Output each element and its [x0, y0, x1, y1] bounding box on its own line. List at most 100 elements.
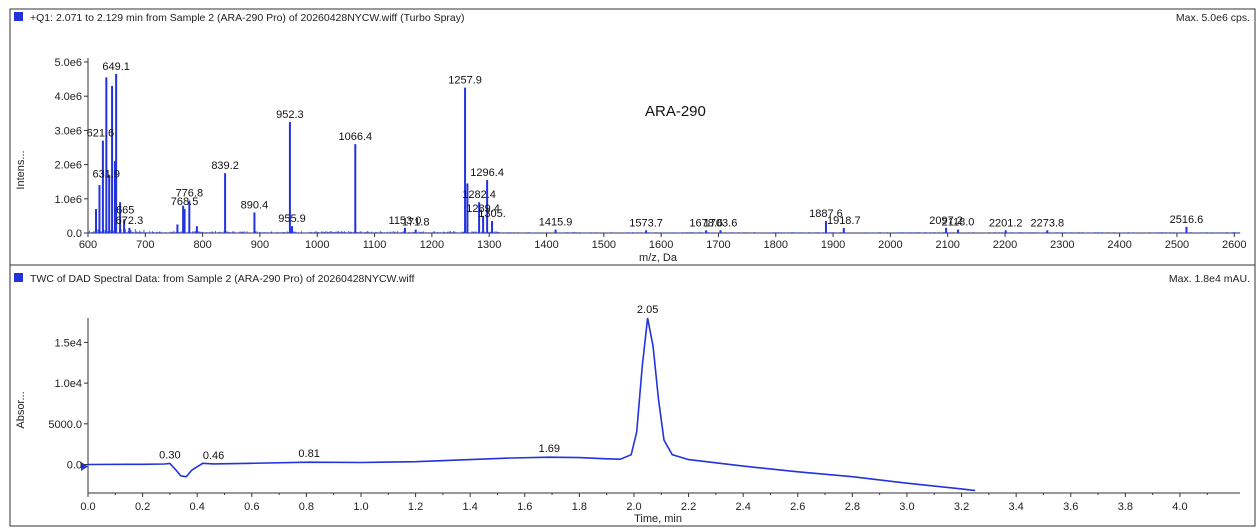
lc-x-tick-label: 0.0 — [80, 501, 95, 513]
lc-x-tick-label: 3.0 — [899, 501, 914, 513]
lc-x-tick-label: 2.0 — [626, 501, 641, 513]
ms-x-tick-label: 1600 — [649, 239, 673, 251]
ms-peak-label: 2516.6 — [1170, 214, 1204, 226]
ms-peak-label: 1282.4 — [462, 189, 496, 201]
ms-peak-label: 621.6 — [87, 128, 115, 140]
ms-peak-label: 171.8 — [402, 217, 430, 229]
ms-peak-label: 2273.8 — [1030, 217, 1064, 229]
lc-peak-label: 2.05 — [637, 304, 658, 316]
ms-peak-label: 672.3 — [116, 215, 144, 227]
figure-frame — [9, 8, 1256, 527]
ms-peak-label: 1257.9 — [448, 75, 482, 87]
ms-peak-label: 890.4 — [241, 199, 269, 211]
lc-x-tick-label: 4.0 — [1172, 501, 1187, 513]
ms-max-label: Max. 5.0e6 cps. — [1176, 12, 1250, 24]
ms-y-tick-label: 0.0 — [67, 228, 82, 240]
ms-noise-baseline — [87, 229, 1241, 233]
ms-x-tick-label: 1200 — [420, 239, 444, 251]
ms-x-tick-label: 1400 — [534, 239, 558, 251]
lc-peak-label: 0.30 — [159, 450, 180, 462]
lc-x-tick-label: 1.8 — [572, 501, 587, 513]
ms-peak-label: 768.5 — [171, 196, 199, 208]
lc-x-tick-label: 1.6 — [517, 501, 532, 513]
ms-peak-label: 1678.6 — [689, 217, 723, 229]
series-color-swatch — [14, 12, 23, 21]
ms-y-tick-label: 1.0e6 — [54, 194, 82, 206]
lc-x-tick-label: 3.4 — [1009, 501, 1024, 513]
ms-x-tick-label: 1700 — [706, 239, 730, 251]
lc-x-tick-label: 0.8 — [299, 501, 314, 513]
ms-x-tick-label: 2200 — [993, 239, 1017, 251]
lc-title: TWC of DAD Spectral Data: from Sample 2 … — [30, 273, 414, 285]
ms-xlabel: m/z, Da — [639, 252, 678, 264]
lc-x-tick-label: 1.0 — [353, 501, 368, 513]
ms-x-tick-label: 2000 — [878, 239, 902, 251]
ms-y-tick-label: 4.0e6 — [54, 91, 82, 103]
ms-peak-label: 1703.6 — [704, 217, 738, 229]
lc-x-tick-label: 0.4 — [190, 501, 205, 513]
ms-peak-label: 1305. — [478, 208, 506, 220]
ms-x-tick-label: 1000 — [305, 239, 329, 251]
lc-x-tick-label: 3.8 — [1118, 501, 1133, 513]
ms-ylabel: Intens... — [15, 150, 27, 189]
ms-x-tick-label: 2400 — [1107, 239, 1131, 251]
ms-peak-label: 2097.2 — [929, 215, 963, 227]
lc-x-tick-label: 0.6 — [244, 501, 259, 513]
lc-x-tick-label: 2.6 — [790, 501, 805, 513]
lc-y-tick-label: 0.0 — [67, 460, 82, 472]
lc-y-tick-label: 5000.0 — [48, 419, 82, 431]
lc-y-tick-label: 1.5e4 — [54, 337, 82, 349]
lc-peak-label: 0.81 — [298, 448, 319, 460]
ms-y-tick-label: 2.0e6 — [54, 160, 82, 172]
ms-peak-label: 839.2 — [211, 160, 239, 172]
ms-x-tick-label: 1300 — [477, 239, 501, 251]
ms-x-tick-label: 2500 — [1165, 239, 1189, 251]
ms-x-tick-label: 2600 — [1222, 239, 1246, 251]
mass-spectrum-panel: +Q1: 2.071 to 2.129 min from Sample 2 (A… — [14, 12, 1250, 264]
ms-peak-label: 665 — [116, 205, 134, 217]
ms-peak-label: 1066.4 — [338, 131, 372, 143]
ms-peak-label: 631.9 — [93, 169, 121, 181]
ms-x-tick-label: 1100 — [363, 239, 387, 251]
ms-x-tick-label: 800 — [193, 239, 211, 251]
lc-x-tick-label: 3.6 — [1063, 501, 1078, 513]
lc-max-label: Max. 1.8e4 mAU. — [1169, 273, 1250, 285]
ms-x-tick-label: 1900 — [821, 239, 845, 251]
series-color-swatch — [14, 273, 23, 282]
ms-peak-label: 955.9 — [278, 213, 306, 225]
ms-peak-label: 2118.0 — [942, 217, 975, 229]
ms-x-tick-label: 2100 — [935, 239, 959, 251]
ms-annotation: ARA-290 — [645, 103, 706, 120]
ms-peak-label: 2201.2 — [989, 217, 1023, 229]
ms-x-tick-label: 2300 — [1050, 239, 1074, 251]
lc-ylabel: Absor... — [15, 391, 27, 428]
lc-peak-label: 0.46 — [203, 450, 224, 462]
ms-x-tick-label: 1500 — [592, 239, 616, 251]
ms-x-tick-label: 700 — [136, 239, 154, 251]
ms-x-tick-label: 1800 — [764, 239, 788, 251]
lc-x-tick-label: 2.2 — [681, 501, 696, 513]
lc-xlabel: Time, min — [634, 513, 682, 525]
lc-x-tick-label: 2.4 — [736, 501, 751, 513]
ms-x-tick-label: 900 — [251, 239, 269, 251]
chromatogram-panel: TWC of DAD Spectral Data: from Sample 2 … — [14, 273, 1250, 525]
ms-y-tick-label: 5.0e6 — [54, 57, 82, 69]
ms-y-tick-label: 3.0e6 — [54, 125, 82, 137]
ms-peak-label: 1296.4 — [470, 167, 504, 179]
lc-x-tick-label: 2.8 — [845, 501, 860, 513]
ms-peak-label: 776.8 — [176, 188, 204, 200]
zero-marker-icon — [81, 462, 88, 471]
lc-x-tick-label: 1.4 — [463, 501, 478, 513]
ms-x-tick-label: 600 — [79, 239, 97, 251]
lc-x-tick-label: 0.2 — [135, 501, 150, 513]
ms-peak-label: 1918.7 — [827, 215, 861, 227]
lc-x-tick-label: 1.2 — [408, 501, 423, 513]
ms-title: +Q1: 2.071 to 2.129 min from Sample 2 (A… — [30, 12, 465, 24]
ms-peak-label: 1153.0 — [389, 215, 422, 227]
ms-peak-label: 649.1 — [102, 61, 130, 73]
ms-peak-label: 1573.7 — [629, 217, 663, 229]
ms-peak-label: 952.3 — [276, 109, 304, 121]
ms-peak-label: 1289.4 — [466, 203, 500, 215]
lc-y-tick-label: 1.0e4 — [54, 378, 82, 390]
